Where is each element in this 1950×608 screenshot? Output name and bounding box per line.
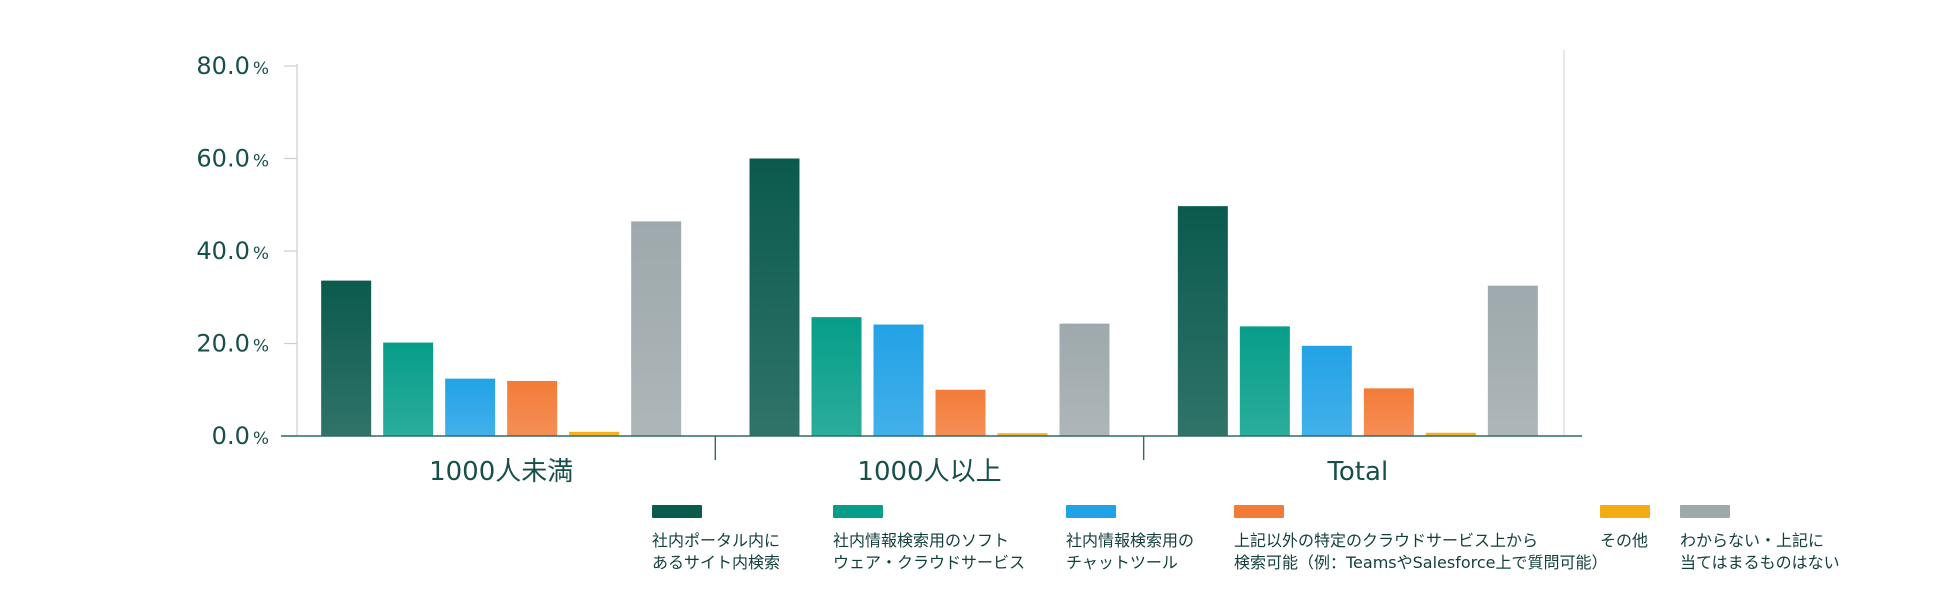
- bar: [1301, 345, 1352, 436]
- y-tick-unit: %: [253, 429, 269, 449]
- bar: [1059, 323, 1110, 436]
- bar: [935, 389, 986, 436]
- bar: [1177, 206, 1228, 436]
- y-tick-unit: %: [253, 337, 269, 357]
- y-tick-unit: %: [253, 244, 269, 264]
- y-tick-label: 60.0%: [196, 145, 269, 173]
- bar: [569, 431, 620, 436]
- bar: [749, 158, 800, 436]
- bar: [1425, 432, 1476, 436]
- bar: [997, 433, 1048, 436]
- bar: [445, 378, 496, 436]
- bar: [873, 324, 924, 436]
- bar-group: [749, 158, 1110, 436]
- bar: [1363, 388, 1414, 436]
- bar: [1487, 285, 1538, 436]
- y-tick-unit: %: [253, 59, 269, 79]
- bar: [321, 280, 372, 436]
- bar: [383, 342, 434, 436]
- bar: [811, 317, 862, 436]
- y-tick-unit: %: [253, 152, 269, 172]
- y-tick-label: 40.0%: [196, 237, 269, 265]
- y-tick-label: 0.0%: [212, 422, 269, 450]
- y-tick-label: 20.0%: [196, 330, 269, 358]
- bar: [631, 221, 682, 436]
- y-tick-label: 80.0%: [196, 52, 269, 80]
- category-label: 1000人未満: [429, 457, 573, 487]
- bar-group: [1177, 206, 1538, 436]
- bar-group: [321, 221, 682, 436]
- bar: [1239, 326, 1290, 436]
- bar-groups: [321, 158, 1538, 436]
- bar: [507, 380, 558, 436]
- x-axis: 1000人未満 1000人以上 Total: [281, 435, 1582, 487]
- category-label: Total: [1326, 457, 1388, 487]
- category-label: 1000人以上: [857, 457, 1001, 487]
